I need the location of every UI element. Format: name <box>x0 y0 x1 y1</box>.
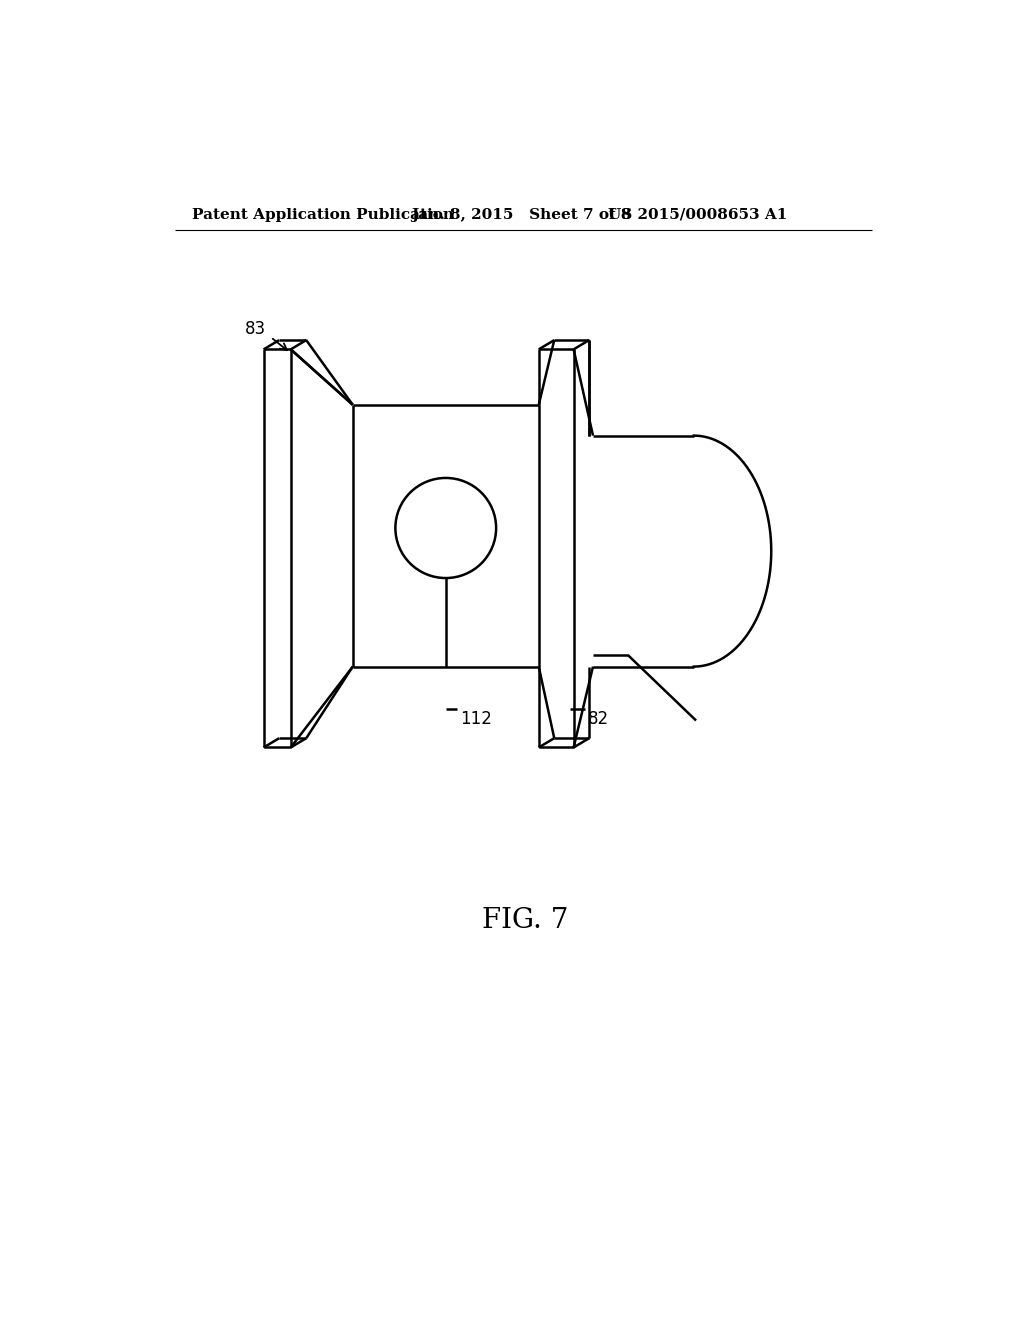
Text: Patent Application Publication: Patent Application Publication <box>193 207 455 222</box>
Text: Jan. 8, 2015   Sheet 7 of 8: Jan. 8, 2015 Sheet 7 of 8 <box>411 207 632 222</box>
Text: FIG. 7: FIG. 7 <box>481 907 568 935</box>
Text: 82: 82 <box>588 710 608 729</box>
Text: 112: 112 <box>460 710 492 729</box>
Text: 83: 83 <box>245 321 266 338</box>
Text: US 2015/0008653 A1: US 2015/0008653 A1 <box>608 207 787 222</box>
